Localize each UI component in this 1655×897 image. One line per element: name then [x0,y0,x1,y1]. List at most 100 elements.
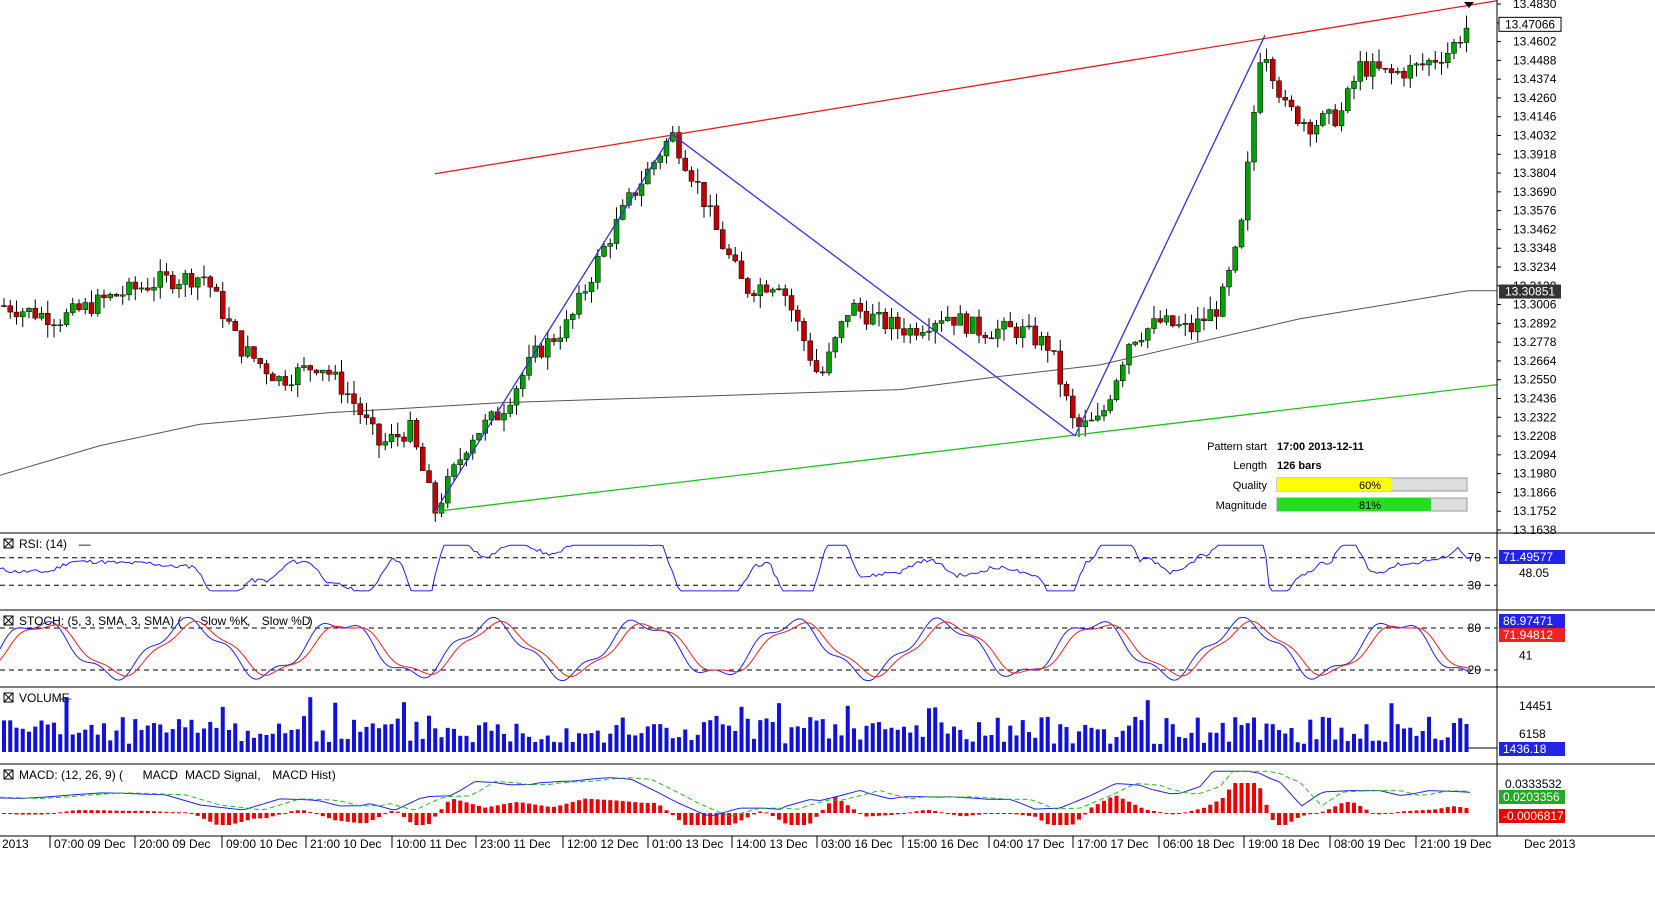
bullish-candle [1151,318,1157,329]
bearish-candle [88,302,95,314]
volume-bar [533,742,538,752]
volume-bar [1308,719,1313,752]
bullish-candle [838,321,845,338]
volume-bar [514,723,519,752]
macd-hist-bar [158,811,163,813]
volume-bar [502,733,506,752]
macd-hist-bar [764,812,769,814]
macd-hist-bar [402,813,406,817]
bullish-candle [1395,71,1401,74]
volume-bar [1270,724,1275,752]
bearish-candle [413,420,420,448]
macd-hist-bar [827,803,831,813]
bullish-candle [63,312,70,326]
bullish-candle [445,476,451,504]
volume-bar [814,720,819,752]
bullish-candle [851,303,857,316]
volume-bar [845,705,850,752]
macd-hist-bar [1164,813,1169,814]
macd-hist-bar [952,813,956,815]
volume-bar [520,733,525,752]
bullish-candle [1320,113,1326,126]
macd-hist-bar [783,813,788,824]
volume-bar [1302,743,1306,752]
volume-bar [452,728,456,752]
price-tick: 13.4602 [1513,35,1557,49]
bullish-candle [582,291,588,294]
macd-hist-bar [220,813,225,825]
volume-bar [683,729,688,752]
macd-hist-bar [1408,810,1413,813]
time-label: 03:00 16 Dec [821,837,892,851]
time-label: 06:00 18 Dec [1163,837,1234,851]
panel-title: , [257,768,260,782]
bullish-candle [595,256,601,283]
macd-hist-bar [389,811,394,813]
volume-bar [433,728,438,752]
volume-bar [1114,737,1119,752]
bullish-candle [1126,344,1132,366]
bearish-candle [1288,99,1295,108]
bullish-candle [107,293,113,299]
volume-bar [877,722,881,752]
pattern-zigzag [434,35,1266,512]
price-tick: 13.2436 [1513,392,1557,406]
volume-bar [1395,724,1400,752]
price-tick: 13.3348 [1513,241,1557,255]
stoch-k-value-box [1499,614,1565,628]
rsi-level: 30 [1468,578,1482,592]
macd-hist-bar [1052,813,1056,825]
volume-bar [420,738,425,752]
bearish-candle [326,369,332,375]
volume-bar [1377,740,1381,752]
length-label: Length [1233,460,1267,472]
macd-hist-bar [602,799,606,813]
bearish-candle [988,337,995,340]
bullish-candle [1445,53,1451,63]
macd-hist-bar [339,813,344,821]
time-label: 14:00 13 Dec [736,837,807,851]
bearish-candle [1307,122,1313,135]
price-tick: 13.1638 [1513,523,1557,537]
macd-hist-bar [1189,810,1194,813]
bullish-candle [157,271,163,288]
macd-hist-bar [883,813,888,816]
macd-hist-bar [252,813,256,819]
macd-hist-bar [564,803,569,813]
support-line [434,384,1498,513]
bullish-candle [82,302,88,310]
macd-level: 0.0333532 [1505,777,1562,791]
volume-bar [77,732,81,752]
macd-hist-value: -0.0006817 [1503,809,1564,823]
macd-hist-bar [470,804,475,813]
bullish-candle [1113,380,1120,400]
bearish-candle [113,293,120,297]
macd-hist-bar [1377,813,1381,815]
macd-hist-bar [708,813,713,825]
macd-hist-bar [1064,813,1069,825]
rsi-level: 48.05 [1519,566,1549,580]
macd-hist-bar [933,810,938,813]
macd-hist-bar [1445,807,1450,813]
stoch-k-line [0,617,1471,681]
panel-title: MACD: (12, 26, 9) ( [19,768,123,782]
bullish-candle [1426,60,1432,66]
bearish-candle [251,346,257,359]
panel-title: STOCH: (5, 3, SMA, 3, SMA) ( [19,614,181,628]
macd-hist-bar [270,813,275,817]
bearish-candle [676,132,682,159]
time-label: 12:00 12 Dec [567,837,638,851]
volume-bar [1145,700,1150,752]
macd-hist-bar [520,802,525,813]
macd-hist-bar [733,813,738,824]
macd-hist-bar [214,813,219,825]
bearish-candle [1170,315,1176,327]
macd-hist-bar [452,799,456,813]
volume-bar [1408,727,1413,752]
volume-bar [408,740,413,752]
volume-bar [133,719,138,752]
volume-bar [927,708,931,752]
macd-hist-bar [183,812,188,814]
bearish-candle [820,371,826,374]
macd-hist-bar [589,798,594,813]
